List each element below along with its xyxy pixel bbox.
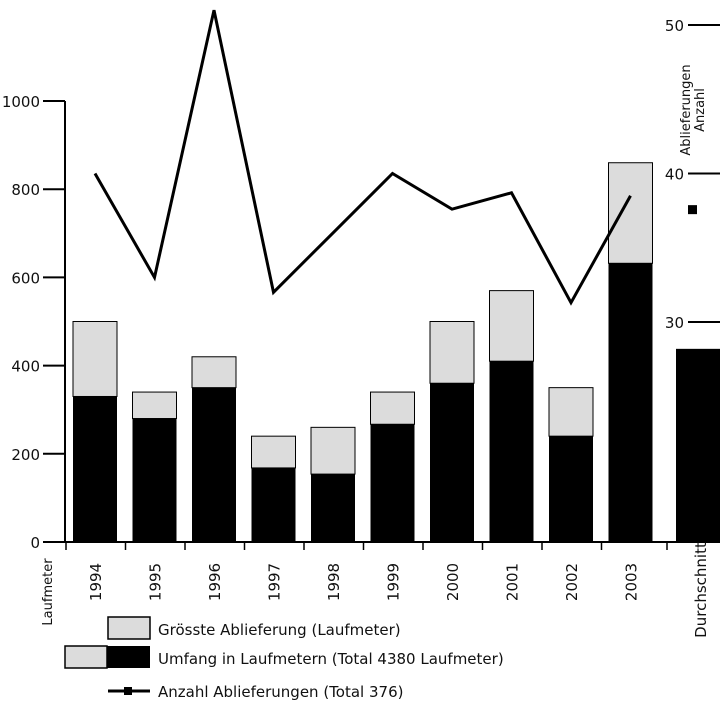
bar-total xyxy=(608,263,653,542)
legend-label-line: Anzahl Ablieferungen (Total 376) xyxy=(158,683,403,701)
left-tick-label: 200 xyxy=(11,446,40,464)
x-tick-label: 1994 xyxy=(87,563,105,601)
bar-total xyxy=(489,361,534,542)
left-tick-label: 800 xyxy=(11,181,40,199)
legend-swatch-total-dark xyxy=(107,646,150,668)
bar-largest xyxy=(310,426,356,475)
x-tick-label: 2000 xyxy=(444,563,462,601)
line-anzahl-ablieferungen xyxy=(93,9,632,306)
right-tick-label: 30 xyxy=(665,314,684,332)
legend-swatch-total-light xyxy=(64,645,108,669)
left-tick-label: 0 xyxy=(30,534,40,552)
right-axis-title: AnzahlAblieferungen xyxy=(679,64,708,155)
bar-largest xyxy=(191,356,237,389)
legend-swatch-largest xyxy=(107,616,151,640)
left-tick-label: 400 xyxy=(11,358,40,376)
x-tick-label: 1996 xyxy=(206,563,224,601)
bar-largest xyxy=(548,387,594,437)
bar-total xyxy=(549,436,593,542)
right-tick-label: 50 xyxy=(665,17,684,35)
bar-largest xyxy=(608,162,653,264)
bar-total xyxy=(311,474,355,542)
x-tick-label-average: Durchschnitt xyxy=(692,542,710,638)
x-tick-label: 2001 xyxy=(504,563,522,601)
bar-total xyxy=(73,396,117,542)
bar-total xyxy=(430,383,474,542)
left-axis-title: Laufmeter xyxy=(41,558,56,626)
legend-swatch-line-marker xyxy=(124,687,132,695)
x-tick-label: 2002 xyxy=(563,563,581,601)
left-tick-label: 1000 xyxy=(2,93,40,111)
line-average-marker xyxy=(688,205,697,215)
bar-largest xyxy=(370,391,415,425)
bar-total xyxy=(132,418,177,542)
bar-largest xyxy=(429,321,475,384)
legend-label-total: Umfang in Laufmetern (Total 4380 Laufmet… xyxy=(158,650,504,668)
bar-total xyxy=(192,387,236,542)
bar-total xyxy=(370,424,415,542)
bars xyxy=(72,162,720,542)
line-layer xyxy=(93,9,697,306)
x-tick-label: 1995 xyxy=(147,563,165,601)
bar-largest xyxy=(132,391,177,420)
x-tick-label: 1999 xyxy=(385,563,403,601)
right-axis-title-line: Ablieferungen xyxy=(679,64,694,155)
bar-average xyxy=(676,348,720,542)
x-tick-label: 1997 xyxy=(266,563,284,601)
bar-largest xyxy=(251,435,296,469)
x-tick-label: 1998 xyxy=(325,563,343,601)
right-tick-label: 40 xyxy=(665,166,684,184)
bar-total xyxy=(251,467,296,542)
right-axis-title-line: Anzahl xyxy=(693,88,708,132)
bar-largest xyxy=(72,321,118,397)
left-tick-label: 600 xyxy=(11,269,40,287)
bar-largest xyxy=(489,290,534,362)
x-tick-label: 2003 xyxy=(623,563,641,601)
legend-label-largest: Grösste Ablieferung (Laufmeter) xyxy=(158,621,401,639)
legend: Grösste Ablieferung (Laufmeter) Umfang in… xyxy=(64,616,504,701)
ticks: 0 200 400 600 800 1000 30 40 50 1994 1995 1996 1997 1… xyxy=(2,17,720,638)
